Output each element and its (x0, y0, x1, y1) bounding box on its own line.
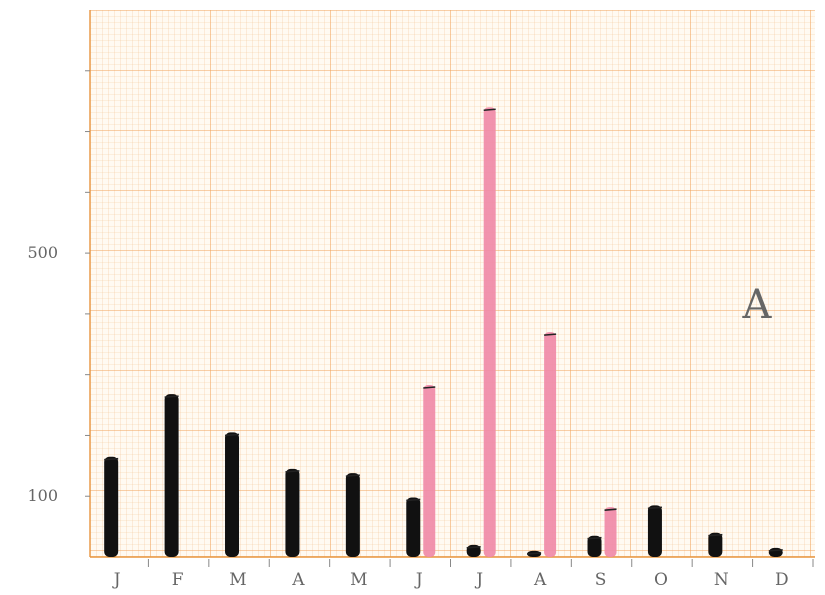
bar-top-mark (768, 549, 783, 552)
x-tick-label: A (533, 570, 547, 590)
bar-top-mark (544, 333, 557, 336)
bar-top-mark (345, 474, 360, 477)
x-tick-label: J (414, 570, 423, 590)
graph-paper (89, 10, 815, 558)
bar-top-mark (483, 108, 496, 112)
x-tick-label: D (775, 570, 789, 590)
x-tick-label: M (350, 570, 367, 590)
x-tick-label: N (714, 570, 729, 590)
x-tick-label: F (172, 570, 184, 590)
bar-pink (544, 332, 557, 557)
x-tick-label: A (291, 570, 305, 590)
bar-pink (423, 384, 436, 557)
x-tick-label: J (112, 570, 121, 590)
bar-top-mark (224, 433, 240, 437)
bar-dark (285, 468, 300, 557)
bar-dark (225, 432, 240, 557)
bar-dark (345, 473, 360, 557)
bar-pink (604, 507, 617, 557)
bar-dark (708, 532, 723, 557)
bar-top-mark (604, 508, 617, 511)
bar-top-mark (285, 470, 300, 473)
bar-dark (587, 535, 602, 557)
bar-top-mark (406, 498, 421, 502)
bar-top-mark (708, 533, 723, 537)
bars-layer (104, 107, 783, 557)
bar-top-mark (647, 506, 662, 510)
x-tick-label: M (229, 570, 246, 590)
bar-top-mark (466, 546, 481, 549)
bar-pink (483, 107, 496, 557)
y-tick-label: 100 (27, 486, 58, 505)
x-tick-label: J (474, 570, 483, 590)
y-tick-label: 500 (27, 243, 58, 262)
bar-dark (406, 497, 421, 557)
bar-dark (104, 456, 119, 557)
panel-label: A (742, 282, 773, 328)
x-tick-label: S (595, 570, 607, 590)
bar-top-mark (164, 395, 179, 398)
bar-top-mark (423, 386, 436, 389)
bar-top-mark (527, 552, 542, 555)
bar-dark (647, 505, 662, 557)
bar-top-mark (587, 536, 602, 540)
bar-top-mark (104, 457, 119, 461)
y-axis-ticks: 100 500 (27, 70, 90, 505)
x-tick-label: O (654, 570, 668, 590)
bar-dark (164, 394, 179, 557)
